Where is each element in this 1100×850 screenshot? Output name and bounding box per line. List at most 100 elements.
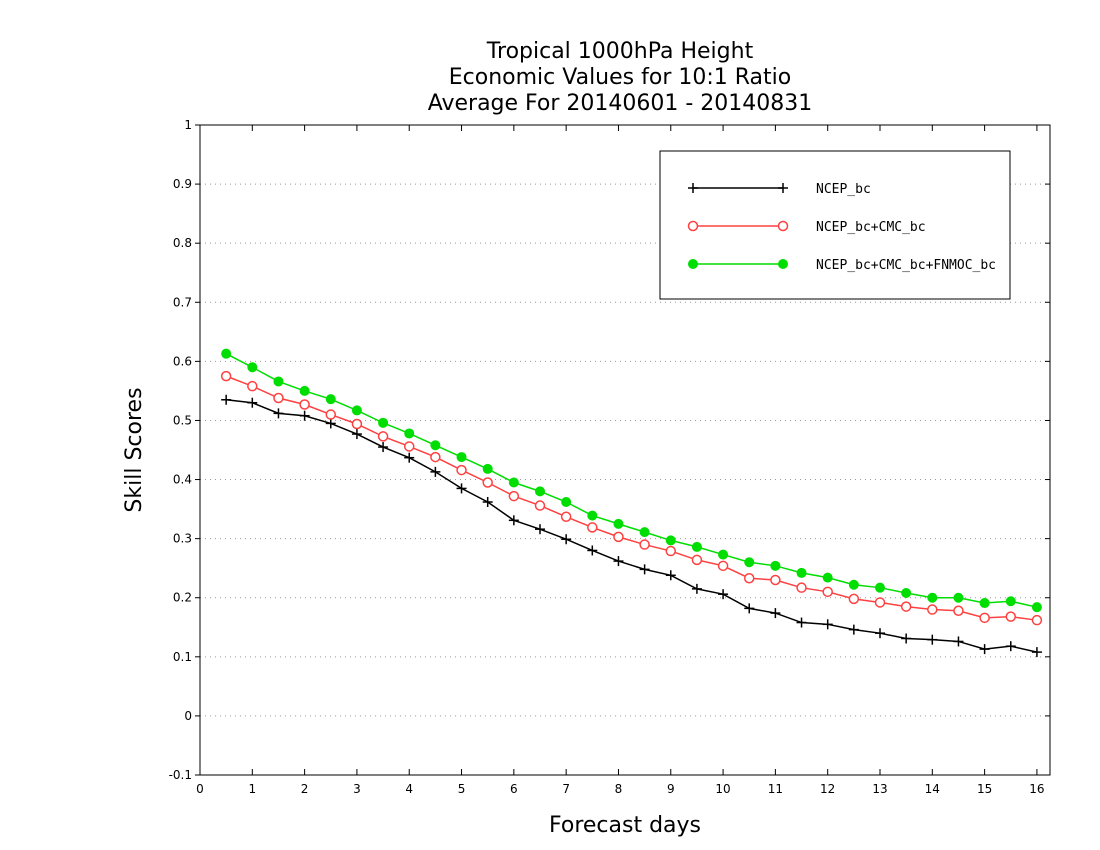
x-tick-label: 5 xyxy=(458,782,466,796)
data-point xyxy=(979,598,990,609)
data-point xyxy=(691,554,703,566)
y-tick-label: 0.8 xyxy=(173,236,192,250)
data-point xyxy=(639,539,650,550)
data-point xyxy=(875,628,885,639)
data-point xyxy=(560,511,572,523)
y-tick-label: 0.3 xyxy=(173,532,192,546)
data-point xyxy=(404,452,415,463)
data-point xyxy=(325,394,336,405)
data-point xyxy=(691,541,702,552)
data-point xyxy=(482,497,493,507)
data-point xyxy=(221,348,232,359)
data-point xyxy=(691,583,702,594)
legend-marker xyxy=(687,220,699,232)
plot-area xyxy=(199,124,1051,776)
data-point xyxy=(822,586,833,598)
data-point xyxy=(927,604,938,615)
legend-marker xyxy=(777,220,789,232)
x-tick-label: 13 xyxy=(872,782,887,796)
data-point xyxy=(456,483,467,494)
legend-marker xyxy=(778,259,788,269)
x-tick-label: 2 xyxy=(301,782,309,796)
x-tick-label: 7 xyxy=(562,782,570,796)
data-point xyxy=(508,490,520,502)
data-point xyxy=(351,429,362,440)
data-point xyxy=(220,370,232,382)
data-point xyxy=(1005,611,1017,622)
y-tick-label: 0.6 xyxy=(173,354,192,368)
data-point xyxy=(535,486,545,497)
data-point xyxy=(456,452,467,463)
data-point xyxy=(299,399,310,410)
data-point xyxy=(953,592,964,603)
x-tick-label: 0 xyxy=(196,782,204,796)
data-point xyxy=(403,441,415,452)
data-point xyxy=(900,601,912,612)
data-point xyxy=(587,545,598,556)
x-tick-label: 9 xyxy=(667,782,675,796)
data-point xyxy=(325,409,337,420)
data-point xyxy=(665,545,677,557)
x-tick-label: 3 xyxy=(353,782,361,796)
x-tick-label: 10 xyxy=(715,782,730,796)
legend-label: NCEP_bc+CMC_bc xyxy=(816,220,926,235)
data-point xyxy=(953,605,964,616)
data-point xyxy=(770,608,781,619)
data-point xyxy=(1031,602,1042,613)
data-point xyxy=(613,556,624,567)
data-point xyxy=(247,397,258,408)
y-tick-label: 0.1 xyxy=(173,650,192,664)
series-line xyxy=(226,399,1038,653)
data-point xyxy=(456,464,467,476)
x-tick-label: 14 xyxy=(925,782,940,796)
data-point xyxy=(1005,596,1016,607)
data-point xyxy=(744,603,755,614)
data-point xyxy=(299,410,310,421)
legend-marker xyxy=(688,183,698,193)
data-point xyxy=(1031,614,1043,626)
data-point xyxy=(247,362,258,373)
data-point xyxy=(378,442,389,453)
title-line-1: Tropical 1000hPa Height xyxy=(486,39,754,64)
data-point xyxy=(299,385,310,396)
y-tick-label: 0.4 xyxy=(173,473,192,487)
data-point xyxy=(665,535,676,546)
series xyxy=(220,348,1043,658)
data-point xyxy=(430,451,441,463)
data-point xyxy=(221,394,232,405)
data-point xyxy=(770,560,781,571)
x-tick-label: 15 xyxy=(977,782,992,796)
y-tick-label: 0.7 xyxy=(173,295,192,309)
data-point xyxy=(508,515,519,526)
data-point xyxy=(482,463,493,474)
x-tick-label: 8 xyxy=(615,782,623,796)
x-tick-label: 12 xyxy=(820,782,835,796)
data-point xyxy=(535,524,545,535)
data-point xyxy=(587,510,598,521)
data-point xyxy=(822,619,833,630)
data-point xyxy=(378,417,389,428)
series-1 xyxy=(221,394,1042,658)
data-point xyxy=(351,405,362,416)
y-tick-label: 0 xyxy=(184,709,192,723)
data-point xyxy=(927,634,938,645)
axes: -0.100.10.20.30.40.50.60.70.80.910 1 2 3 4 5 6… xyxy=(169,118,1050,796)
data-point xyxy=(430,466,441,477)
data-point xyxy=(848,593,860,605)
legend-item: NCEP_bc+CMC_bc xyxy=(687,220,926,235)
data-point xyxy=(325,418,336,429)
data-point xyxy=(796,617,807,628)
data-point xyxy=(639,564,650,575)
legend-item: NCEP_bc+CMC_bc+FNMOC_bc xyxy=(688,258,996,273)
data-point xyxy=(273,376,284,387)
data-point xyxy=(796,567,807,578)
data-point xyxy=(613,518,624,529)
data-point xyxy=(613,531,624,543)
data-point xyxy=(901,633,912,644)
data-point xyxy=(377,431,389,442)
series-3 xyxy=(221,348,1042,613)
data-point xyxy=(718,549,729,560)
data-point xyxy=(718,589,729,600)
legend-label: NCEP_bc+CMC_bc+FNMOC_bc xyxy=(816,258,996,273)
